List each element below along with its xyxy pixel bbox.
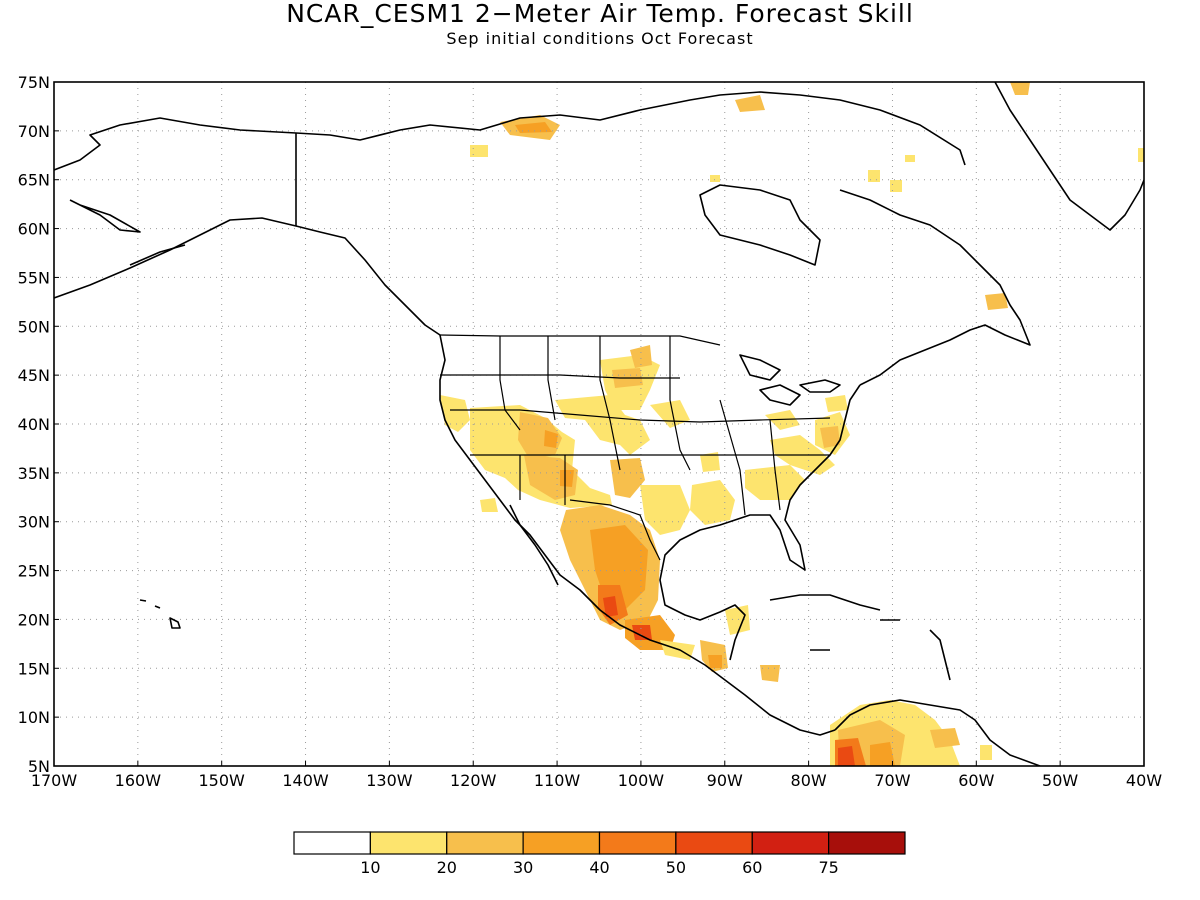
colorbar-swatch bbox=[828, 831, 906, 855]
colorbar-label: 75 bbox=[818, 858, 838, 877]
graticule bbox=[54, 82, 1144, 766]
colorbar-swatch bbox=[293, 831, 371, 855]
lat-tick-label: 5N bbox=[28, 757, 50, 776]
colorbar-label: 40 bbox=[589, 858, 609, 877]
lon-tick-label: 170W bbox=[31, 771, 78, 790]
lat-tick-label: 55N bbox=[18, 268, 50, 287]
lon-tick-label: 80W bbox=[791, 771, 827, 790]
lon-tick-label: 110W bbox=[534, 771, 581, 790]
colorbar-swatch bbox=[446, 831, 524, 855]
lon-tick-label: 50W bbox=[1042, 771, 1078, 790]
map-title: NCAR_CESM1 2−Meter Air Temp. Forecast Sk… bbox=[286, 0, 914, 28]
lon-tick-label: 140W bbox=[282, 771, 329, 790]
lat-tick-label: 65N bbox=[18, 171, 50, 190]
lat-tick-label: 10N bbox=[18, 708, 50, 727]
colorbar-swatch bbox=[369, 831, 448, 855]
lat-tick-label: 60N bbox=[18, 220, 50, 239]
lat-tick-label: 25N bbox=[18, 562, 50, 581]
colorbar-label: 30 bbox=[513, 858, 533, 877]
lat-tick-label: 20N bbox=[18, 610, 50, 629]
lon-tick-label: 150W bbox=[199, 771, 246, 790]
lon-tick-label: 90W bbox=[707, 771, 743, 790]
colorbar-swatch bbox=[598, 831, 677, 855]
colorbar-swatch bbox=[522, 831, 601, 855]
lon-tick-label: 60W bbox=[958, 771, 994, 790]
colorbar-label: 10 bbox=[360, 858, 380, 877]
lat-tick-label: 50N bbox=[18, 317, 50, 336]
colorbar: 10 20 30 40 50 60 75 bbox=[293, 831, 906, 877]
colorbar-label: 60 bbox=[742, 858, 762, 877]
longitude-labels: 170W 160W 150W 140W 130W 120W 110W 100W 90W 80W 70… bbox=[31, 761, 1162, 790]
colorbar-label: 50 bbox=[666, 858, 686, 877]
map-subtitle: Sep initial conditions Oct Forecast bbox=[446, 29, 754, 48]
lat-tick-label: 45N bbox=[18, 366, 50, 385]
lat-tick-label: 40N bbox=[18, 415, 50, 434]
skill-shading bbox=[440, 82, 1144, 766]
lon-tick-label: 120W bbox=[450, 771, 497, 790]
lat-tick-label: 30N bbox=[18, 513, 50, 532]
lon-tick-label: 70W bbox=[874, 771, 910, 790]
lon-tick-label: 160W bbox=[115, 771, 162, 790]
lon-tick-label: 40W bbox=[1126, 771, 1162, 790]
colorbar-swatch bbox=[751, 831, 830, 855]
lat-tick-label: 35N bbox=[18, 464, 50, 483]
lon-tick-label: 100W bbox=[618, 771, 665, 790]
lat-tick-label: 15N bbox=[18, 659, 50, 678]
lon-tick-label: 130W bbox=[366, 771, 413, 790]
lat-tick-label: 70N bbox=[18, 122, 50, 141]
colorbar-swatch bbox=[675, 831, 753, 855]
coastlines bbox=[54, 82, 1144, 766]
colorbar-label: 20 bbox=[437, 858, 457, 877]
lat-tick-label: 75N bbox=[18, 73, 50, 92]
latitude-labels: 75N 70N 65N 60N 55N 50N 45N 40N 35N 30N 25N 20N 15N 1… bbox=[18, 73, 59, 776]
political-borders bbox=[439, 334, 831, 561]
